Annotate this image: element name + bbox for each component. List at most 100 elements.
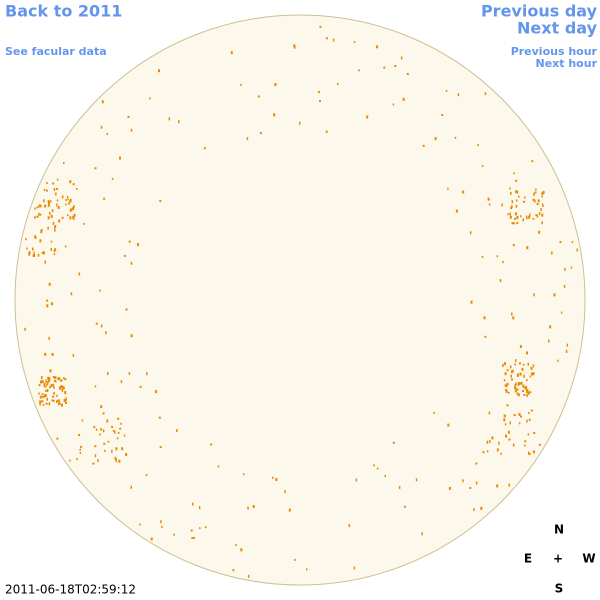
facula [111,449,113,453]
facula [54,229,56,232]
facula [94,385,97,388]
facula [47,226,49,230]
facula [529,391,532,394]
solar-disk [14,14,586,586]
facula [514,217,517,220]
facula [69,200,72,203]
facula [510,374,512,378]
facula [79,452,82,454]
facula [526,351,528,355]
facula [65,203,67,206]
facula [524,386,526,390]
facula [47,200,50,204]
facula [51,399,54,402]
facula [532,364,535,368]
facula [50,214,53,218]
facula [523,200,526,203]
facula [61,388,64,392]
facula [44,394,47,397]
previous-hour-link[interactable]: Previous hour [511,45,598,58]
facula [506,404,509,407]
facula [528,412,530,415]
facula [50,383,53,387]
facula [190,529,193,532]
facula [56,394,58,397]
facula [525,386,528,389]
facula [32,247,34,251]
facula [511,312,513,316]
facula [38,384,41,387]
facula [536,214,539,218]
facula [484,92,487,96]
facula [448,486,451,490]
compass-east: E [524,552,532,566]
facula [198,506,201,510]
facula [534,199,536,203]
facula [55,192,57,196]
facula [559,241,562,244]
facula [116,437,119,440]
facula [69,216,72,220]
facula [48,282,51,286]
facula [246,137,249,141]
facula [520,415,522,418]
facula [48,336,50,340]
facula [469,231,472,235]
facula [288,508,291,512]
facula [509,212,511,216]
facula [392,441,395,444]
facula [538,230,541,234]
facula [28,252,30,256]
facula [532,450,535,454]
facula [535,214,537,217]
next-day-link[interactable]: Next day [517,19,598,38]
facula [38,392,40,395]
facula [515,179,518,182]
facula [55,380,57,383]
back-link[interactable]: Back to 2011 [5,2,122,21]
facula [502,261,504,264]
facula [61,195,64,199]
facula [72,207,75,211]
facula [512,244,515,247]
facula [39,400,42,404]
facula [40,230,43,234]
previous-day-link[interactable]: Previous day [481,2,598,21]
facula [114,456,116,460]
facula [70,208,73,212]
facula [67,198,69,201]
facula [325,37,328,40]
facula [100,405,103,409]
next-hour-link[interactable]: Next hour [536,57,598,70]
facula [44,352,47,356]
facula [505,389,508,392]
facula [53,386,55,389]
facula [54,225,57,229]
facula [528,418,531,421]
facula [100,125,103,129]
facula [501,203,503,207]
facula [44,385,47,388]
facula [516,216,519,219]
facula [512,222,515,225]
facula [63,162,65,165]
facula [26,247,28,250]
facular-data-link[interactable]: See facular data [5,45,107,58]
facula [120,380,123,384]
facula [533,432,536,434]
facula [513,172,515,175]
facula [519,372,522,376]
facula [210,443,213,446]
facula [445,89,448,92]
facula [433,411,435,414]
facula [43,251,45,255]
facula [176,429,178,432]
facula [519,345,522,348]
facula [161,525,163,528]
facula [533,293,535,297]
facula [486,450,489,453]
facula [541,203,544,206]
facula [52,395,55,398]
facula [475,481,478,485]
facula [193,537,195,539]
